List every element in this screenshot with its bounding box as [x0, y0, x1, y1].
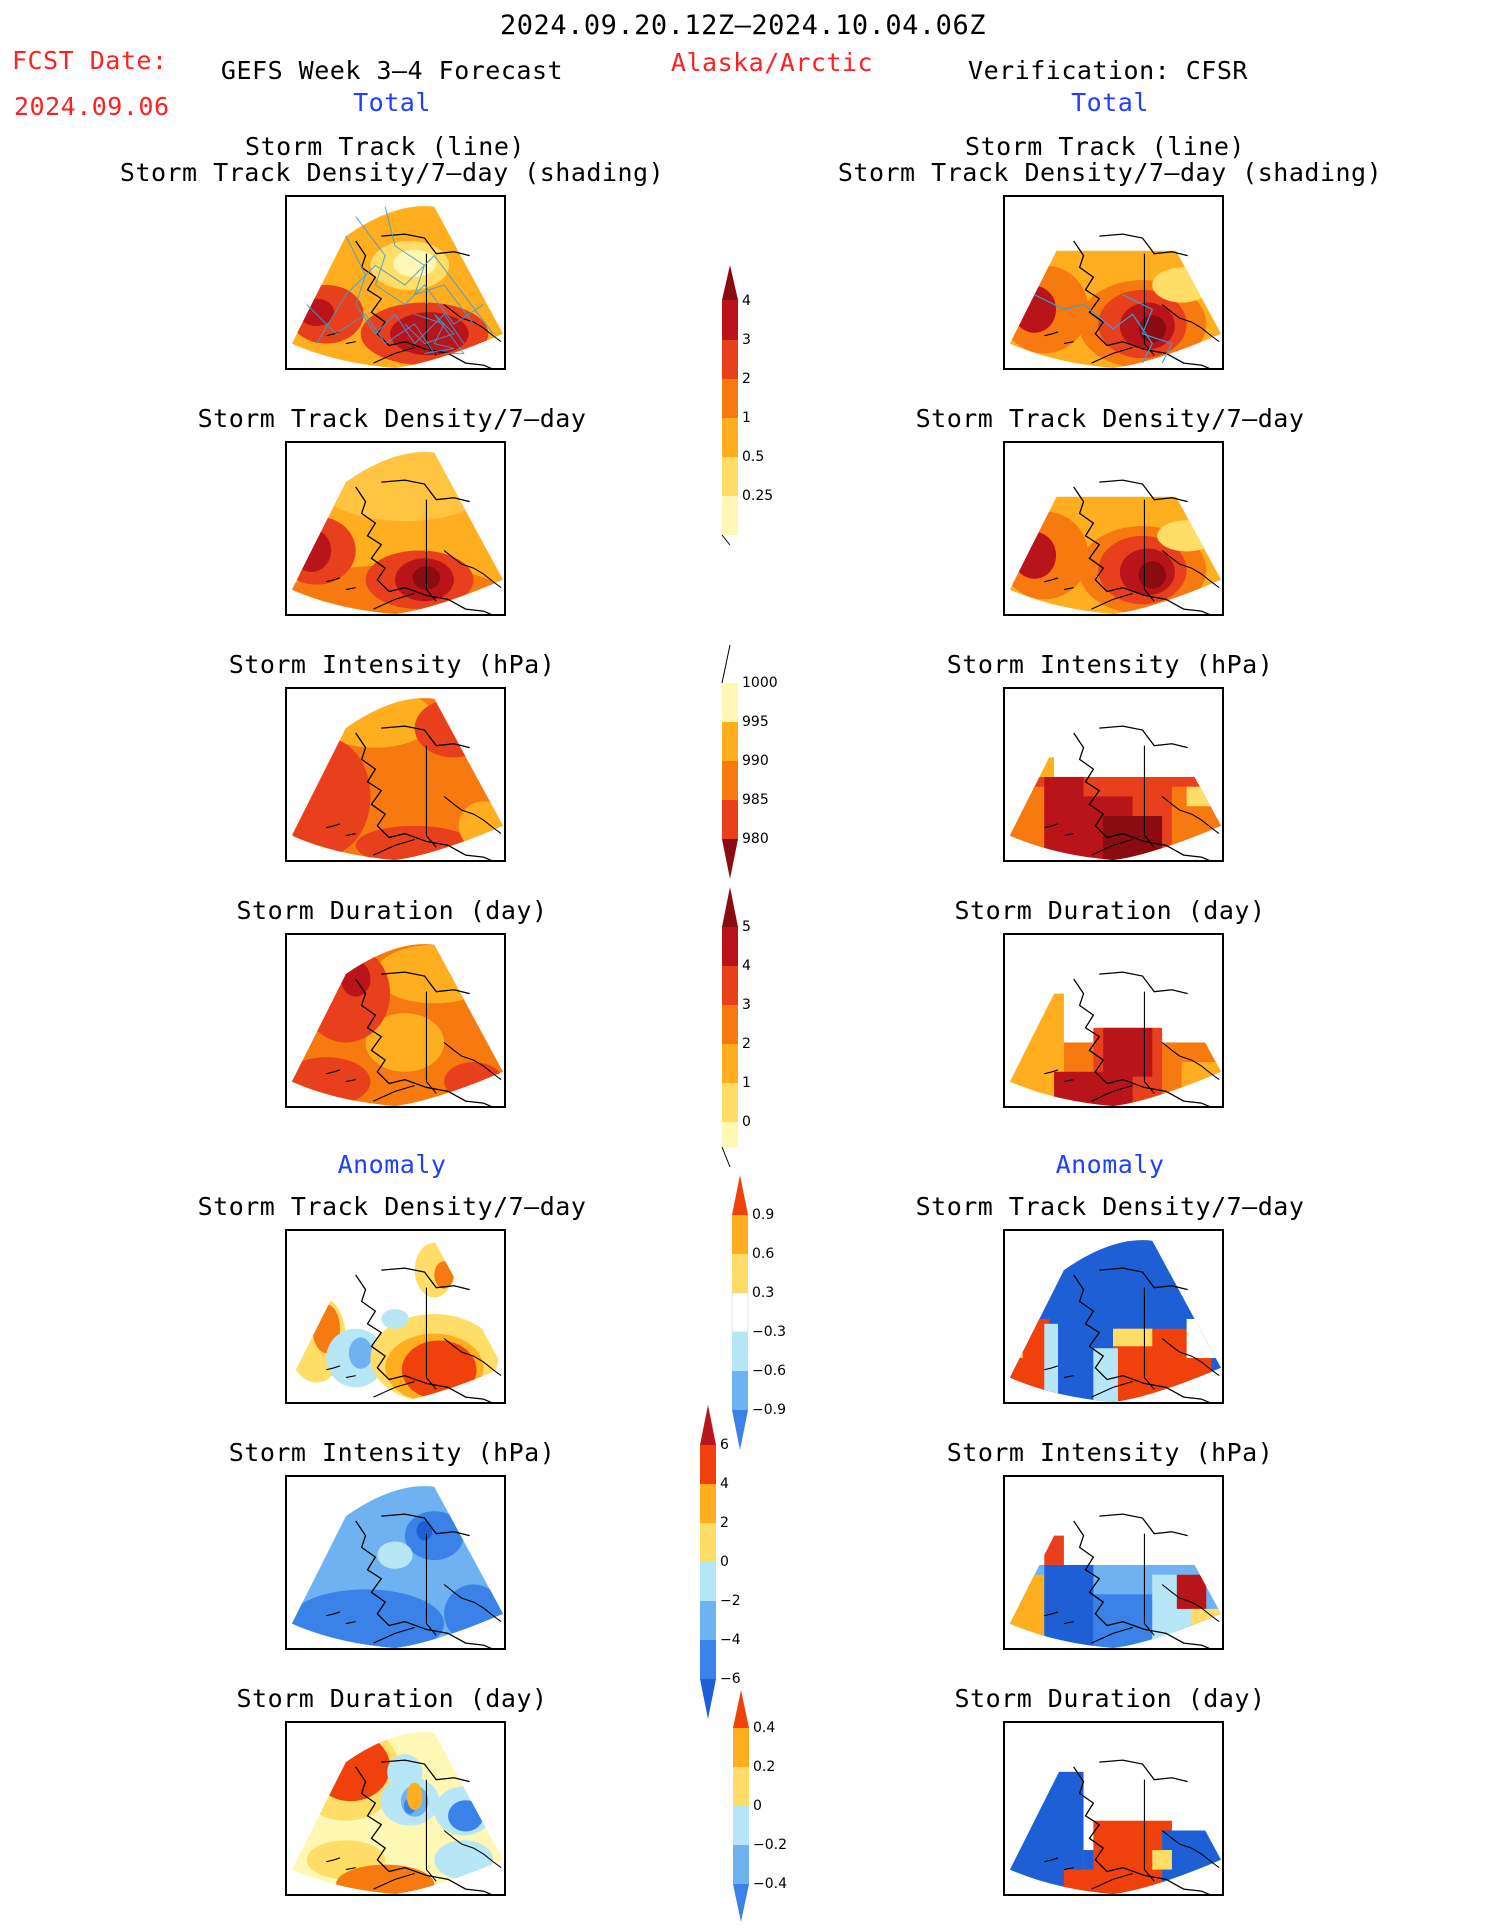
right-column-title: Verification: CFSR	[968, 56, 1248, 85]
right-anom-duration-map	[1003, 1721, 1224, 1896]
cbar-tick: 1000	[742, 675, 778, 691]
left-track-shading-title: Storm Track Density/7–day (shading)	[119, 158, 665, 187]
colorbar-intensity-anom: 6 4 2 0 −2 −4 −6	[700, 1405, 780, 1729]
cbar-tick: 990	[742, 753, 769, 769]
region-title: Alaska/Arctic	[670, 48, 874, 77]
cbar-tick: 1	[742, 410, 751, 426]
cbar-tick: 4	[742, 958, 751, 974]
right-intensity-title: Storm Intensity (hPa)	[946, 650, 1274, 679]
left-track-density-map	[285, 195, 506, 370]
right-anom-duration-title: Storm Duration (day)	[954, 1684, 1266, 1713]
left-duration-title: Storm Duration (day)	[236, 896, 548, 925]
cbar-tick: 0.5	[742, 449, 764, 465]
right-duration-map	[1003, 933, 1224, 1108]
cbar-tick: 2	[720, 1515, 729, 1531]
cbar-tick: 985	[742, 792, 769, 808]
left-anom-intensity-map	[285, 1475, 506, 1650]
cbar-tick: 3	[742, 997, 751, 1013]
left-anom-density-title: Storm Track Density/7–day	[197, 1192, 587, 1221]
cbar-tick: 0	[720, 1554, 729, 1570]
left-duration-map	[285, 933, 506, 1108]
cbar-tick: −0.4	[753, 1876, 787, 1892]
colorbar-density-total: 4 3 2 1 0.5 0.25	[721, 265, 802, 549]
cbar-tick: −0.2	[753, 1837, 787, 1853]
left-anom-duration-title: Storm Duration (day)	[236, 1684, 548, 1713]
cbar-tick: −6	[720, 1671, 741, 1687]
right-anom-intensity-title: Storm Intensity (hPa)	[946, 1438, 1274, 1467]
colorbar-intensity-total: 1000 995 990 985 980	[721, 644, 802, 889]
cbar-tick: 0.2	[753, 1759, 775, 1775]
cbar-tick: 0.25	[742, 488, 773, 504]
left-anom-duration-map	[285, 1721, 506, 1896]
left-total-heading: Total	[353, 88, 431, 117]
cbar-tick: 1	[742, 1075, 751, 1091]
cbar-tick: 995	[742, 714, 769, 730]
cbar-tick: −0.9	[752, 1402, 786, 1418]
cbar-tick: 2	[742, 1036, 751, 1052]
colorbar-duration-anom: 0.4 0.2 0 −0.2 −0.4	[733, 1690, 813, 1929]
cbar-tick: 0.3	[752, 1285, 774, 1301]
left-anomaly-heading: Anomaly	[337, 1150, 447, 1179]
fcst-date-label: FCST Date:	[12, 46, 168, 75]
cbar-tick: −0.3	[752, 1324, 786, 1340]
left-intensity-map	[285, 687, 506, 862]
cbar-tick: 4	[742, 293, 751, 309]
right-anom-intensity-map	[1003, 1475, 1224, 1650]
cbar-tick: 0	[753, 1798, 762, 1814]
right-anom-density-title: Storm Track Density/7–day	[915, 1192, 1305, 1221]
right-density-map	[1003, 441, 1224, 616]
right-track-density-map	[1003, 195, 1224, 370]
right-anom-density-map	[1003, 1229, 1224, 1404]
cbar-tick: 5	[742, 919, 751, 935]
right-intensity-map	[1003, 687, 1224, 862]
cbar-tick: −2	[720, 1593, 741, 1609]
cbar-tick: 6	[720, 1437, 729, 1453]
cbar-tick: 0.9	[752, 1207, 774, 1223]
cbar-tick: −4	[720, 1632, 741, 1648]
cbar-tick: 3	[742, 332, 751, 348]
cbar-tick: −0.6	[752, 1363, 786, 1379]
left-column-title: GEFS Week 3–4 Forecast	[220, 56, 564, 85]
left-track-line-title: Storm Track (line)	[245, 132, 525, 161]
left-density-map	[285, 441, 506, 616]
cbar-tick: 0.6	[752, 1246, 774, 1262]
right-total-heading: Total	[1071, 88, 1149, 117]
right-density-title: Storm Track Density/7–day	[915, 404, 1305, 433]
left-anom-intensity-title: Storm Intensity (hPa)	[228, 1438, 556, 1467]
right-track-shading-title: Storm Track Density/7–day (shading)	[837, 158, 1383, 187]
cbar-tick: 2	[742, 371, 751, 387]
left-density-title: Storm Track Density/7–day	[197, 404, 587, 433]
fcst-date-value: 2024.09.06	[14, 92, 170, 121]
date-range-title: 2024.09.20.12Z–2024.10.04.06Z	[500, 10, 986, 41]
right-duration-title: Storm Duration (day)	[954, 896, 1266, 925]
colorbar-duration-total: 5 4 3 2 1 0	[721, 887, 802, 1171]
cbar-tick: 980	[742, 831, 769, 847]
colorbar-density-anom: 0.9 0.6 0.3 −0.3 −0.6 −0.9	[731, 1175, 812, 1469]
right-anomaly-heading: Anomaly	[1055, 1150, 1165, 1179]
right-track-line-title: Storm Track (line)	[965, 132, 1245, 161]
cbar-tick: 0	[742, 1114, 751, 1130]
cbar-tick: 4	[720, 1476, 729, 1492]
cbar-tick: 0.4	[753, 1720, 775, 1736]
left-intensity-title: Storm Intensity (hPa)	[228, 650, 556, 679]
left-anom-density-map	[285, 1229, 506, 1404]
